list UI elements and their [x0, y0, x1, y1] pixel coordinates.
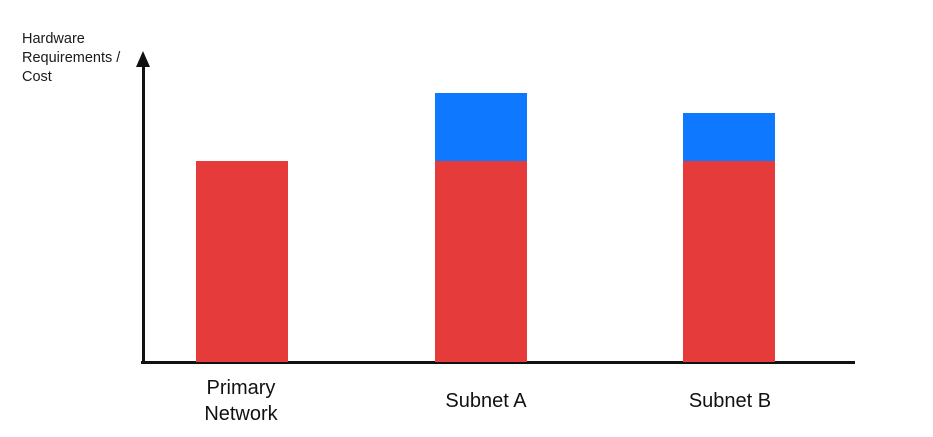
y-axis-arrow-up-icon [136, 51, 150, 67]
y-axis-label: Hardware Requirements / Cost [22, 31, 121, 85]
x-axis-line [141, 361, 855, 364]
y-axis-line [142, 62, 145, 364]
bar-primary-network [196, 161, 288, 362]
bar-segment-red-base-segment [435, 160, 527, 362]
bar-segment-red-base-segment [196, 161, 288, 362]
bar-segment-red-base-segment [683, 160, 775, 362]
category-label-subnet-b: Subnet B [688, 390, 772, 412]
bar-segment-blue-extra-segment [435, 92, 527, 161]
bar-subnet-b [683, 112, 775, 362]
bar-segment-blue-extra-segment [683, 112, 775, 161]
category-label-subnet-a: Subnet A [445, 390, 527, 412]
category-label-primary-network: Primary Network [204, 377, 278, 425]
bar-subnet-a [435, 92, 527, 362]
